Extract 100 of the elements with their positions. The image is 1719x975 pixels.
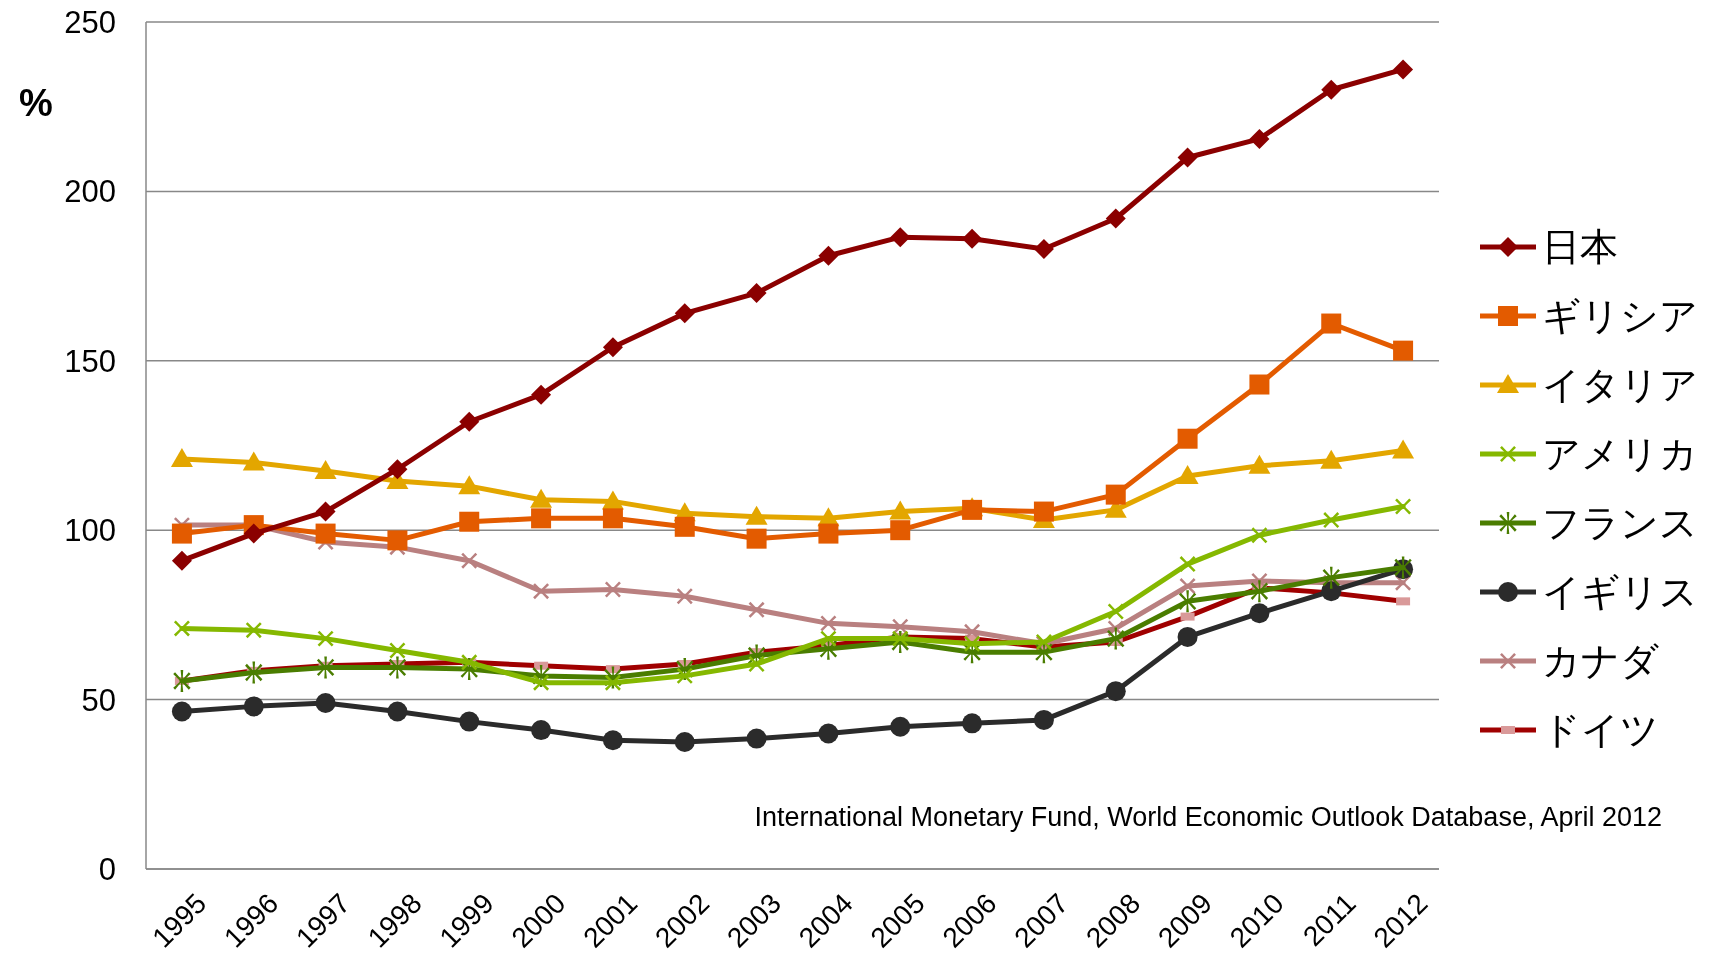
point xyxy=(676,588,693,605)
point xyxy=(674,731,695,752)
point xyxy=(173,620,190,637)
point xyxy=(1176,464,1199,484)
point xyxy=(1177,428,1198,449)
point xyxy=(746,728,767,749)
point xyxy=(245,661,263,684)
y-tick-label: 0 xyxy=(98,852,116,887)
point xyxy=(674,303,695,324)
y-tick-label: 250 xyxy=(64,5,116,40)
legend-label: 日本 xyxy=(1542,226,1618,268)
legend-label: イギリス xyxy=(1542,571,1698,613)
legend-label: ドイツ xyxy=(1542,709,1659,751)
point xyxy=(1177,626,1198,647)
point xyxy=(962,713,983,734)
point xyxy=(173,669,191,692)
point xyxy=(1179,578,1196,595)
point xyxy=(818,723,839,744)
point xyxy=(315,501,336,522)
point xyxy=(748,601,765,618)
legend-label: ギリシア xyxy=(1542,295,1698,337)
y-tick-label: 150 xyxy=(64,343,116,379)
point xyxy=(1393,59,1414,80)
point xyxy=(746,528,767,549)
point xyxy=(1248,454,1271,474)
point xyxy=(962,228,983,249)
point xyxy=(531,720,552,741)
point xyxy=(1033,239,1054,259)
point xyxy=(531,384,552,405)
point xyxy=(171,701,192,722)
point xyxy=(1249,374,1270,395)
point xyxy=(604,581,621,598)
point xyxy=(315,692,336,713)
point xyxy=(890,227,911,248)
y-tick-label: 100 xyxy=(64,513,116,549)
y-axis-title: % xyxy=(19,82,53,124)
annotation: International Monetary Fund, World Economic Outlook Database, April 2012 xyxy=(754,802,1662,832)
legend-label: イタリア xyxy=(1542,364,1698,406)
point xyxy=(387,701,408,722)
point xyxy=(1033,501,1054,522)
point xyxy=(171,550,192,571)
point xyxy=(1107,603,1124,620)
point xyxy=(317,630,334,647)
point xyxy=(602,508,623,529)
point xyxy=(745,505,768,525)
point xyxy=(245,622,262,639)
point xyxy=(602,730,623,751)
point xyxy=(243,523,264,544)
point xyxy=(170,448,193,468)
point xyxy=(890,520,911,541)
point xyxy=(674,516,695,537)
point xyxy=(1251,527,1268,544)
point xyxy=(889,500,912,520)
point xyxy=(748,656,765,673)
point xyxy=(171,523,192,544)
point xyxy=(1107,627,1125,650)
point xyxy=(459,511,480,532)
point xyxy=(387,530,408,551)
point xyxy=(964,635,981,652)
point xyxy=(388,656,407,679)
legend-label: フランス xyxy=(1542,502,1698,544)
point xyxy=(1179,556,1196,573)
point xyxy=(387,459,408,480)
point xyxy=(315,523,336,544)
point xyxy=(820,630,837,647)
point xyxy=(459,711,480,732)
point xyxy=(242,451,265,471)
point xyxy=(1105,484,1126,505)
point xyxy=(746,283,767,304)
point xyxy=(461,552,478,569)
point xyxy=(1393,340,1414,361)
point xyxy=(1105,208,1126,229)
point xyxy=(316,656,335,679)
point xyxy=(389,642,406,659)
point xyxy=(459,411,480,432)
legend-label: アメリカ xyxy=(1542,433,1698,475)
point xyxy=(1178,590,1197,613)
point xyxy=(531,508,552,529)
point xyxy=(1395,498,1412,515)
y-tick-label: 50 xyxy=(81,682,116,718)
point xyxy=(1392,439,1415,459)
point xyxy=(243,696,264,717)
point xyxy=(1033,709,1054,730)
y-tick-label: 200 xyxy=(64,174,116,210)
point xyxy=(1250,580,1269,603)
legend-label: カナダ xyxy=(1542,640,1659,682)
point xyxy=(820,615,837,632)
point xyxy=(602,337,623,358)
point xyxy=(1321,79,1342,100)
point xyxy=(1323,512,1340,529)
point xyxy=(530,488,553,508)
point xyxy=(1177,147,1198,168)
point xyxy=(1249,128,1270,149)
point xyxy=(1322,566,1340,589)
point xyxy=(818,523,839,544)
point xyxy=(1320,449,1343,469)
point xyxy=(533,583,550,600)
point xyxy=(314,459,337,479)
point xyxy=(1249,603,1270,624)
point xyxy=(818,245,839,266)
